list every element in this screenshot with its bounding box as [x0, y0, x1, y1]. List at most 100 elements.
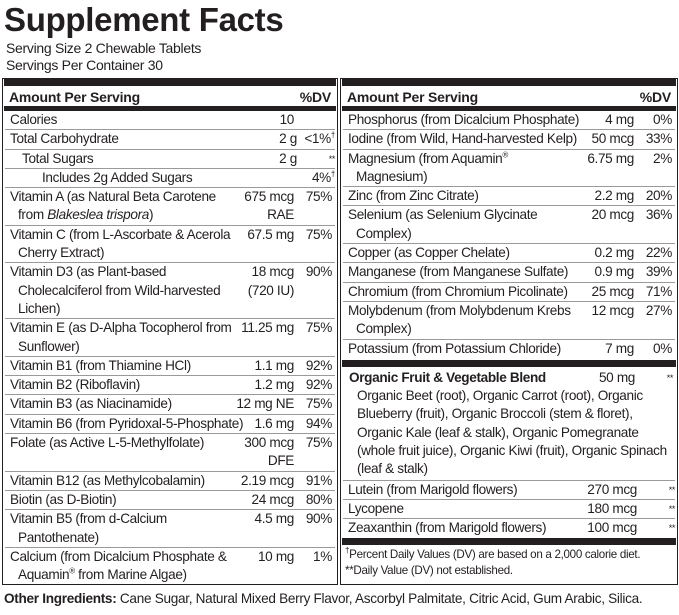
nutrient-amount: 100 mcg: [587, 520, 637, 536]
nutrient-name: Vitamin C (from L-Ascorbate & Acerola Ch…: [10, 226, 231, 261]
footnote-percent: †Percent Daily Values (DV) are based on …: [345, 545, 641, 561]
nutrient-dv: 33%: [645, 131, 673, 147]
blend-dv: **: [666, 372, 674, 383]
nutrient-row: Vitamin A (as Natural Beta Carotene from…: [5, 188, 335, 226]
nutrient-row: Iodine (from Wild, Hand-harvested Kelp) 5…: [343, 130, 675, 150]
nutrient-amount: 50 mcg: [591, 131, 635, 147]
nutrient-row: Vitamin C (from L-Ascorbate & Acerola Ch…: [5, 226, 335, 264]
nutrient-list: Calories 10 Total Carbohydrate 2 g <1%† Total…: [3, 111, 337, 584]
nutrient-name: Calories: [10, 112, 58, 127]
column-header: Amount Per Serving %DV: [341, 86, 677, 106]
nutrient-amount: 270 mcg: [587, 481, 637, 497]
nutrient-row: Total Carbohydrate 2 g <1%†: [5, 130, 335, 150]
nutrient-amount: 1.6 mg: [254, 415, 295, 431]
nutrient-name: Molybdenum (from Molybdenum Krebs Comple…: [348, 302, 571, 337]
nutrient-row: Vitamin B5 (from d-Calcium Pantothenate)…: [5, 510, 335, 548]
nutrient-row: Calcium (from Dicalcium Phosphate & Aqua…: [5, 548, 335, 585]
blend-amount: 50 mg: [598, 369, 635, 385]
serving-size: Serving Size 2 Chewable Tablets: [6, 40, 202, 56]
nutrient-dv: 1%: [313, 548, 332, 564]
carotenoid-list: Lutein (from Marigold flowers) 270 mcg ** L…: [341, 481, 677, 538]
nutrient-dv: **: [668, 484, 676, 495]
nutrient-amount: 12 mg NE: [236, 396, 294, 412]
nutrient-amount: 2 g: [279, 150, 297, 166]
nutrient-amount: 0.2 mg: [594, 245, 635, 261]
amount-header: Amount Per Serving: [347, 89, 478, 105]
nutrient-amount: 180 mcg: [587, 500, 637, 516]
nutrient-name: Copper (as Copper Chelate): [348, 245, 510, 261]
nutrient-amount: 25 mcg: [591, 283, 635, 299]
nutrient-name: Potassium (from Potassium Chloride): [348, 340, 561, 356]
nutrient-row: Chromium (from Chromium Picolinate) 25 mc…: [343, 283, 675, 302]
nutrient-amount: 4.5 mg: [254, 511, 295, 527]
nutrient-name: Total Sugars: [22, 150, 94, 166]
divider-bar: [4, 106, 336, 111]
nutrient-amount: 67.5 mg: [247, 226, 294, 242]
nutrient-dv: **: [668, 523, 676, 534]
nutrient-dv: 75%: [305, 435, 333, 451]
nutrient-row: Potassium (from Potassium Chloride) 7 mg 0…: [343, 340, 675, 358]
nutrient-dv: 90%: [305, 511, 333, 527]
nutrient-name: Vitamin B3 (as Niacinamide): [10, 396, 172, 412]
other-ingredients-label: Other Ingredients:: [4, 591, 117, 607]
label-header: Supplement Facts Serving Size 2 Chewable…: [0, 0, 679, 74]
nutrient-name: Zinc (from Zinc Citrate): [348, 188, 479, 204]
nutrient-amount: 1.1 mg: [254, 357, 295, 373]
nutrient-name: Manganese (from Manganese Sulfate): [348, 264, 569, 280]
nutrient-amount: 0.9 mg: [594, 264, 635, 280]
mineral-list: Phosphorus (from Dicalcium Phosphate) 4 m…: [341, 111, 677, 358]
nutrient-amount: 10: [279, 112, 295, 127]
nutrient-name: Includes 2g Added Sugars: [42, 169, 193, 185]
nutrient-dv: 94%: [305, 415, 333, 431]
column-header: Amount Per Serving %DV: [3, 86, 337, 106]
nutrient-row: Vitamin B12 (as Methylcobalamin) 2.19 mcg…: [5, 472, 335, 491]
nutrient-dv: 75%: [305, 396, 333, 412]
nutrient-row: Vitamin B1 (from Thiamine HCl) 1.1 mg 92%: [5, 357, 335, 377]
divider-bar: [342, 537, 676, 545]
nutrient-name: Folate (as Active L-5-Methylfolate): [10, 435, 205, 451]
nutrient-name: Selenium (as Selenium Glycinate Complex): [348, 207, 538, 241]
nutrient-name: Vitamin B6 (from Pyridoxal-5-Phosphate): [10, 415, 244, 431]
nutrient-dv: 27%: [645, 302, 673, 318]
nutrient-dv: 92%: [305, 377, 333, 393]
nutrient-row: Phosphorus (from Dicalcium Phosphate) 4 m…: [343, 111, 675, 131]
nutrient-row: Copper (as Copper Chelate) 0.2 mg 22%: [343, 244, 675, 264]
divider-bar: [342, 79, 676, 86]
nutrient-dv: 75%: [305, 189, 333, 205]
nutrient-name: Vitamin B1 (from Thiamine HCl): [10, 357, 191, 373]
nutrient-amount: 20 mcg: [591, 207, 635, 223]
left-facts-panel: Amount Per Serving %DV Calories 10 Total C…: [2, 78, 338, 586]
nutrient-amount: 6.75 mg: [587, 150, 634, 166]
nutrient-dv: 71%: [645, 283, 673, 299]
nutrient-row: Lutein (from Marigold flowers) 270 mcg **: [343, 481, 675, 500]
amount-header: Amount Per Serving: [9, 89, 140, 105]
nutrient-name: Vitamin D3 (as Plant-based Cholecalcifer…: [10, 264, 221, 316]
nutrient-name: Chromium (from Chromium Picolinate): [348, 283, 568, 299]
nutrient-dv: 2%: [653, 150, 672, 166]
nutrient-dv: 91%: [305, 472, 333, 488]
blend-ingredients: Organic Beet (root), Organic Carrot (roo…: [357, 388, 667, 477]
nutrient-name: Vitamin A (as Natural Beta Carotene from…: [10, 189, 216, 223]
nutrient-row: Folate (as Active L-5-Methylfolate) 300 m…: [5, 434, 335, 472]
footnote-not-established: **Daily Value (DV) not established.: [345, 563, 513, 577]
nutrient-row: Vitamin E (as D-Alpha Tocopherol from Su…: [5, 319, 335, 357]
divider-bar: [342, 106, 676, 111]
nutrient-name: Lycopene: [348, 500, 404, 516]
nutrient-dv: 36%: [645, 207, 673, 223]
other-ingredients: Other Ingredients: Cane Sugar, Natural M…: [4, 590, 675, 607]
dv-header: %DV: [639, 89, 671, 105]
nutrient-amount: 300 mcg DFE: [244, 435, 294, 469]
nutrient-dv: 22%: [645, 245, 673, 261]
nutrient-amount: 1.2 mg: [254, 377, 295, 393]
nutrient-dv: 20%: [645, 188, 673, 204]
nutrient-row: Vitamin D3 (as Plant-based Cholecalcifer…: [5, 263, 335, 320]
nutrient-amount: 10 mg: [257, 548, 294, 564]
nutrient-name: Lutein (from Marigold flowers): [348, 481, 518, 497]
blend-section: Organic Fruit & Vegetable Blend 50 mg **…: [343, 367, 675, 481]
nutrient-dv: 90%: [305, 264, 333, 280]
nutrient-amount: 4 mg: [605, 112, 634, 127]
nutrient-name: Iodine (from Wild, Hand-harvested Kelp): [348, 131, 577, 147]
nutrient-name: Total Carbohydrate: [10, 131, 119, 147]
nutrient-name: Biotin (as D-Biotin): [10, 491, 117, 507]
nutrient-row: Biotin (as D-Biotin) 24 mcg 80%: [5, 491, 335, 511]
